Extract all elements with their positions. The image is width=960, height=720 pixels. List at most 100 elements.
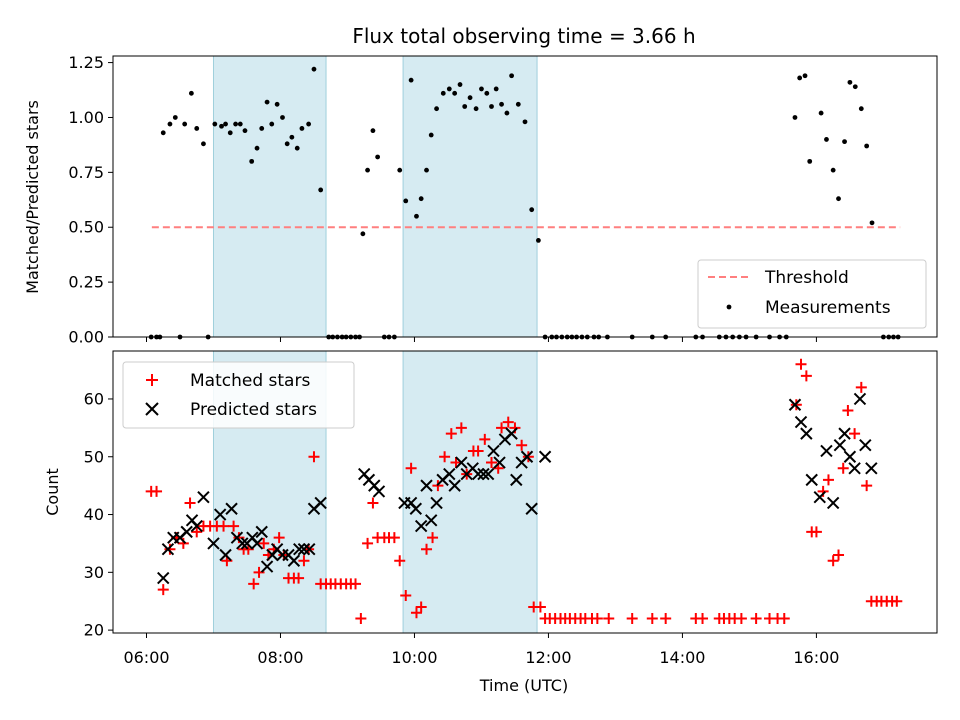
top-series-0-point-66 <box>493 86 499 92</box>
top-series-0-point-10 <box>201 141 206 147</box>
bottom-series-0-point-44 <box>388 532 400 544</box>
bottom-series-1-point-1 <box>161 543 175 556</box>
top-series-0-point-50 <box>408 77 414 83</box>
top-series-0-point-9 <box>194 126 200 131</box>
top-series-0-point-23 <box>269 121 275 127</box>
bottom-series-1-point-50 <box>493 456 506 469</box>
bottom-series-1-point-28 <box>314 496 327 510</box>
bottom-series-1-point-23 <box>287 554 301 567</box>
top-series-0-point-62 <box>473 106 479 112</box>
bottom-series-0-point-108 <box>855 381 867 393</box>
bottom-series-0-point-2 <box>157 584 169 596</box>
bottom-series-1-point-18 <box>260 560 274 573</box>
top-series-0-point-30 <box>306 121 312 127</box>
bottom-series-0-point-84 <box>660 613 672 625</box>
top-series-0-point-57 <box>446 86 452 92</box>
bottom-series-0-point-6 <box>184 497 196 509</box>
top-legend-box <box>697 259 927 329</box>
top-series-0-point-102 <box>802 73 808 79</box>
top-panel-ratio: 0.00 0.25 0.50 0.75 1.00 1.25 <box>68 53 938 347</box>
bottom-series-0-point-64 <box>502 416 514 428</box>
bottom-series-1-point-53 <box>510 473 523 487</box>
top-series-0-point-69 <box>509 73 515 79</box>
x-tick-label-0: 06:00 <box>123 648 169 667</box>
top-series-0-point-31 <box>311 66 317 72</box>
top-series-0-point-4 <box>167 121 173 127</box>
legend-matched-label: Matched stars <box>190 371 310 391</box>
top-series-0-point-59 <box>457 82 463 87</box>
bottom-series-0-point-26 <box>293 572 305 584</box>
top-series-0-point-68 <box>504 110 510 116</box>
bottom-series-0-point-38 <box>355 613 367 625</box>
bottom-y-tick-label-1: 30 <box>84 563 104 582</box>
bottom-series-1-point-56 <box>525 502 538 515</box>
bottom-series-0-point-3 <box>164 543 176 555</box>
bottom-series-1-point-64 <box>826 496 840 510</box>
top-series-0-point-7 <box>182 121 188 127</box>
bottom-series-0-point-98 <box>800 370 812 382</box>
bottom-y-axis-label: Count <box>43 468 62 516</box>
top-series-0-point-100 <box>792 115 798 120</box>
top-series-0-point-16 <box>233 121 238 127</box>
legend-measurements-swatch <box>726 304 732 310</box>
top-series-0-point-49 <box>403 198 409 204</box>
bottom-series-1-point-37 <box>420 479 433 492</box>
bottom-series-0-point-19 <box>258 537 270 549</box>
bottom-series-1-point-69 <box>853 392 867 406</box>
bottom-series-0-point-27 <box>298 555 310 567</box>
bottom-series-0-point-51 <box>427 532 439 544</box>
top-series-0-point-112 <box>864 143 870 149</box>
top-series-0-point-43 <box>370 128 376 134</box>
bottom-series-1-point-8 <box>207 537 220 550</box>
top-y-axis-label: Matched/Predicted stars <box>23 100 42 294</box>
top-series-0-point-25 <box>280 115 285 120</box>
top-series-0-point-51 <box>414 213 419 219</box>
bottom-series-0-point-69 <box>534 601 546 613</box>
top-series-0-point-29 <box>299 126 305 131</box>
top-series-0-point-103 <box>807 158 813 164</box>
top-series-0-point-26 <box>284 141 290 147</box>
bottom-series-0-point-95 <box>778 613 790 625</box>
bottom-series-1-point-48 <box>481 467 495 481</box>
top-series-0-point-32 <box>318 187 324 193</box>
top-series-0-point-24 <box>274 101 280 107</box>
top-y-tick-label-4: 1.00 <box>68 108 104 127</box>
top-series-0-point-105 <box>824 137 829 142</box>
top-series-0-point-28 <box>294 145 300 151</box>
bottom-series-0-point-17 <box>248 578 260 590</box>
top-series-0-point-109 <box>847 79 853 85</box>
bottom-series-0-point-1 <box>151 485 163 497</box>
top-series-0-point-22 <box>264 99 270 105</box>
bottom-series-0-point-80 <box>591 613 603 625</box>
bottom-series-1-point-35 <box>409 502 423 515</box>
bottom-series-0-point-81 <box>603 613 615 625</box>
bottom-series-1-point-11 <box>225 502 238 515</box>
top-series-0-point-106 <box>830 167 836 173</box>
top-series-0-point-13 <box>219 123 224 129</box>
bottom-series-1-point-9 <box>213 508 227 521</box>
bottom-series-0-point-105 <box>837 462 849 474</box>
bottom-legend: Matched stars Predicted stars <box>122 361 355 429</box>
bottom-y-tick-label-0: 20 <box>84 621 104 640</box>
top-series-0-point-19 <box>249 158 255 164</box>
legend-predicted-swatch <box>145 402 159 416</box>
bottom-series-1-point-70 <box>859 438 872 452</box>
bottom-y-tick-label-4: 60 <box>84 389 104 408</box>
bottom-series-0-point-103 <box>827 555 839 567</box>
bottom-series-0-point-115 <box>891 595 903 607</box>
bottom-series-0-point-48 <box>410 607 422 619</box>
top-series-0-point-73 <box>535 238 541 243</box>
top-series-0-point-63 <box>479 86 484 92</box>
bottom-series-0-point-50 <box>421 543 433 555</box>
bottom-series-0-point-59 <box>472 445 484 457</box>
top-series-0-point-104 <box>818 110 824 116</box>
top-shaded-interval-0 <box>212 55 327 338</box>
top-series-0-point-61 <box>467 95 473 101</box>
top-series-0-point-41 <box>360 231 366 237</box>
bottom-series-1-point-60 <box>800 427 813 440</box>
bottom-series-0-point-49 <box>415 601 427 613</box>
top-y-tick-label-5: 1.25 <box>68 53 104 72</box>
legend-threshold-label: Threshold <box>764 268 849 288</box>
top-series-0-point-21 <box>259 126 265 131</box>
